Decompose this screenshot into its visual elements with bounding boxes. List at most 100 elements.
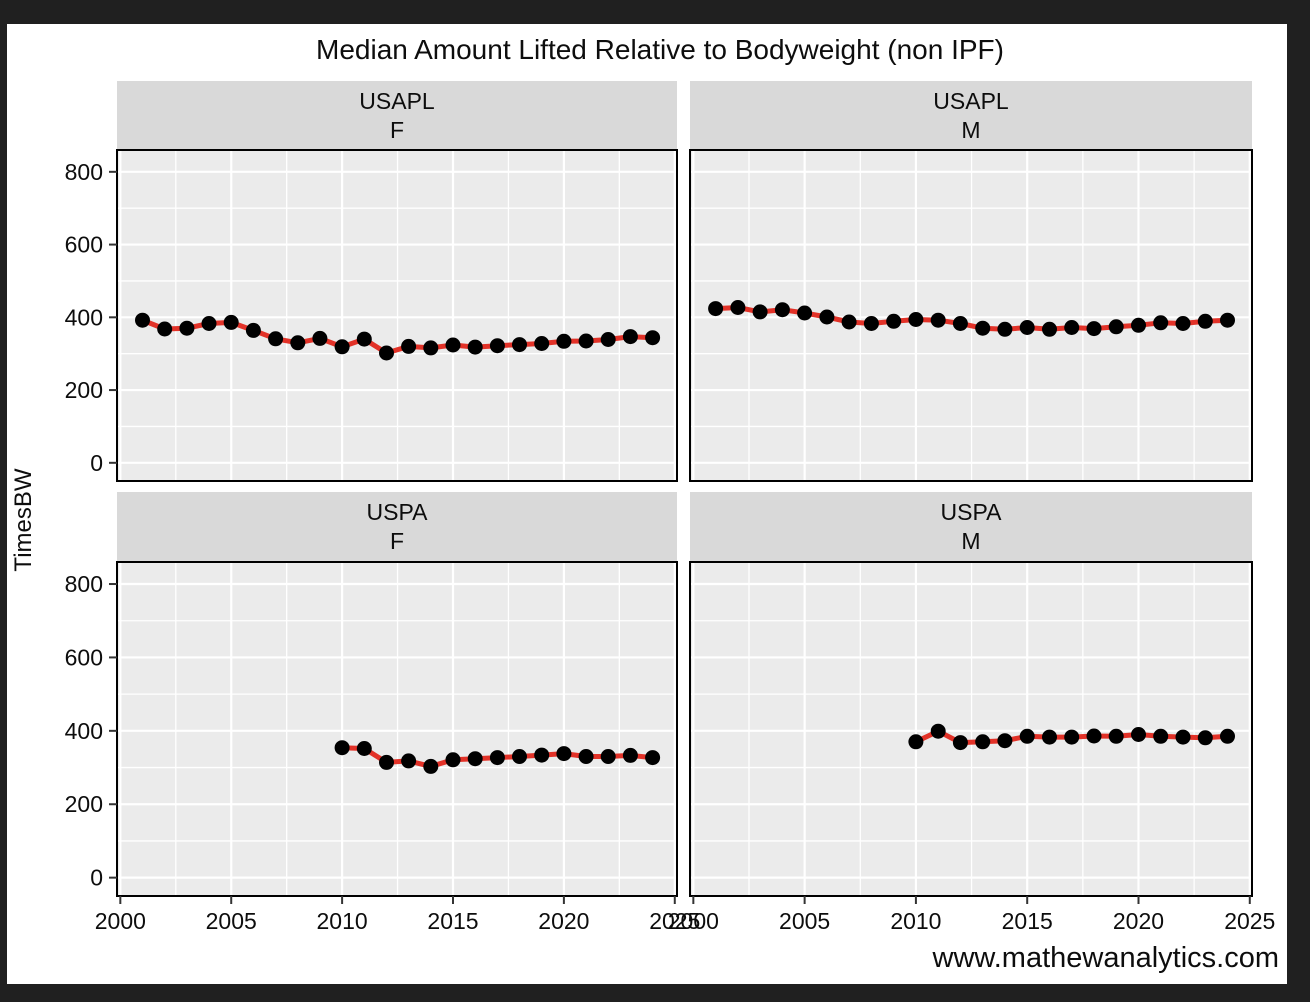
y-tick-label: 400 — [65, 304, 103, 330]
y-axis: 0 200 400 600 800 — [65, 571, 117, 891]
x-tick-label: 2010 — [890, 908, 941, 934]
data-point — [1153, 728, 1169, 744]
x-tick-label: 2020 — [1113, 908, 1164, 934]
data-point — [578, 333, 594, 349]
data-point — [908, 312, 924, 327]
data-point — [1108, 728, 1124, 744]
data-point — [157, 321, 173, 337]
major-gridlines — [690, 562, 1252, 896]
data-point — [841, 314, 857, 330]
panel-uspa-f: 2000 2005 2010 2015 2020 2025 0 200 400 600 800 — [65, 561, 700, 934]
data-points — [908, 723, 1235, 751]
x-tick-label: 2025 — [1224, 908, 1275, 934]
data-point — [268, 331, 284, 347]
panel-border — [689, 561, 1253, 897]
y-tick-label: 0 — [90, 450, 103, 476]
x-tick-label: 2000 — [95, 908, 146, 934]
facet-strip-federation: USPA — [366, 499, 428, 525]
data-point — [645, 750, 661, 766]
x-tick-label: 2010 — [317, 908, 368, 934]
data-point — [952, 316, 968, 331]
data-point — [622, 329, 638, 345]
data-point — [445, 337, 461, 353]
data-point — [600, 749, 616, 764]
data-point — [1064, 729, 1080, 745]
y-axis: 0 200 400 600 800 — [65, 159, 117, 476]
facet-strip-usapl-m: USAPL M — [690, 81, 1252, 150]
data-point — [886, 313, 902, 329]
minor-gridlines — [690, 150, 1252, 481]
panel-border — [689, 149, 1253, 482]
data-point — [1197, 730, 1213, 746]
data-point — [930, 312, 946, 328]
data-point — [752, 304, 768, 320]
data-point — [578, 749, 594, 764]
data-point — [556, 746, 572, 762]
panel-border — [116, 149, 678, 482]
minor-gridlines — [690, 562, 1252, 896]
data-point — [1042, 729, 1057, 745]
data-point — [975, 320, 991, 336]
facet-strip-federation: USAPL — [933, 87, 1009, 114]
data-point — [1220, 312, 1235, 328]
data-point — [489, 338, 505, 354]
data-point — [401, 338, 417, 354]
data-point — [1019, 320, 1035, 335]
data-point — [1042, 321, 1057, 337]
x-tick-label: 2015 — [427, 908, 478, 934]
facet-strip-uspa-m: USPA M — [690, 492, 1252, 562]
facet-strip-federation: USAPL — [359, 87, 435, 114]
data-points — [135, 312, 661, 361]
panel-border — [116, 561, 678, 897]
data-point — [730, 300, 746, 315]
data-point — [1019, 728, 1035, 744]
x-tick-label: 2015 — [1002, 908, 1053, 934]
data-point — [534, 336, 550, 351]
data-point — [223, 314, 239, 330]
x-tick-label: 2000 — [668, 908, 719, 934]
data-point — [135, 312, 150, 328]
data-point — [356, 331, 372, 347]
data-point — [952, 735, 968, 751]
data-point — [708, 301, 724, 317]
data-point — [1064, 320, 1080, 335]
plot-canvas: Median Amount Lifted Relative to Bodywei… — [7, 24, 1287, 984]
data-point — [863, 316, 879, 331]
y-tick-label: 600 — [65, 644, 103, 670]
data-point — [997, 321, 1013, 337]
y-tick-label: 800 — [65, 571, 103, 597]
data-point — [908, 734, 924, 750]
data-point — [379, 754, 394, 770]
major-gridlines — [117, 562, 677, 896]
y-tick-label: 200 — [65, 791, 103, 817]
data-point — [1108, 319, 1124, 335]
data-point — [622, 747, 638, 763]
panel-uspa-m: 2000 2005 2010 2015 2020 2025 — [668, 561, 1275, 934]
data-point — [467, 339, 483, 355]
watermark-url: www.mathewanalytics.com — [932, 942, 1280, 974]
data-points — [334, 740, 661, 774]
data-point — [645, 330, 661, 346]
data-point — [379, 345, 394, 361]
y-tick-label: 400 — [65, 718, 103, 744]
data-point — [1086, 728, 1102, 744]
data-point — [930, 723, 946, 739]
data-point — [334, 339, 350, 355]
data-point — [445, 752, 461, 768]
data-point — [1197, 313, 1213, 329]
data-point — [467, 751, 483, 767]
y-tick-label: 800 — [65, 159, 103, 185]
facet-strip-sex: M — [961, 116, 981, 143]
data-point — [245, 322, 261, 338]
chart-svg: 0 200 400 600 800 2000 2005 2010 2015 2020 2025 0 20… — [65, 149, 1275, 934]
data-point — [556, 333, 572, 349]
panel-usapl-m — [689, 149, 1253, 482]
y-tick-label: 0 — [90, 865, 103, 891]
data-point — [797, 305, 813, 321]
y-tick-label: 200 — [65, 377, 103, 403]
x-tick-label: 2025 — [649, 908, 700, 934]
x-tick-label: 2005 — [779, 908, 830, 934]
data-point — [423, 758, 439, 774]
y-tick-label: 600 — [65, 232, 103, 258]
